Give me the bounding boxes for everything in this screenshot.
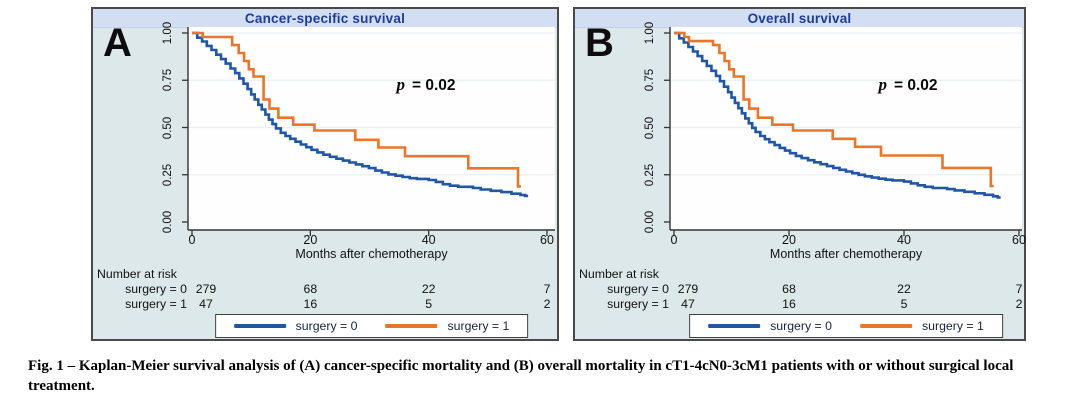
- legend-line-surgery-0-icon: [708, 324, 761, 328]
- legend-label: surgery = 0: [295, 319, 358, 333]
- risk-count: 68: [782, 282, 796, 296]
- risk-count: 5: [900, 297, 908, 311]
- risk-count: 47: [199, 297, 213, 311]
- p-value-annotation: p = 0.02: [878, 75, 937, 95]
- y-tick-label: 0.25: [644, 163, 656, 186]
- risk-count: 47: [681, 297, 695, 311]
- legend-label: surgery = 1: [447, 319, 510, 333]
- y-tick-label: 0.50: [644, 116, 656, 139]
- km-curve-surgery=0: [192, 31, 529, 198]
- x-tick-label: 0: [188, 233, 196, 247]
- chart-title: Cancer-specific survival: [244, 10, 406, 26]
- risk-count: 68: [303, 282, 318, 296]
- y-tick-label: 0.00: [644, 210, 656, 234]
- legend-entry-surgery-0: surgery = 0: [708, 319, 832, 333]
- risk-row-label-surgery-0: surgery = 0: [607, 282, 669, 296]
- x-axis-title: Months after chemotherapy: [295, 247, 448, 261]
- legend-label: surgery = 0: [770, 319, 832, 333]
- legend-entry-surgery-1: surgery = 1: [860, 319, 984, 333]
- risk-count: 2: [543, 297, 551, 311]
- x-tick-label: 40: [897, 233, 911, 247]
- km-curve-surgery=0: [674, 31, 1001, 199]
- y-tick-label: 0.25: [162, 163, 174, 186]
- risk-count: 279: [195, 282, 217, 296]
- x-tick-label: 20: [303, 233, 318, 247]
- y-tick-label: 0.75: [644, 69, 656, 92]
- legend: surgery = 0 surgery = 1: [689, 314, 1003, 338]
- legend-line-surgery-1-icon: [860, 324, 912, 328]
- km-curve-surgery=1: [674, 31, 994, 188]
- legend-entry-surgery-1: surgery = 1: [385, 319, 510, 333]
- risk-row-label-surgery-1: surgery = 1: [125, 297, 187, 311]
- km-curves-svg: [664, 27, 1022, 236]
- legend: surgery = 0 surgery = 1: [214, 314, 529, 338]
- legend-line-surgery-0-icon: [233, 324, 286, 328]
- p-value: = 0.02: [893, 77, 938, 94]
- x-tick-label: 40: [421, 233, 436, 247]
- risk-count: 16: [782, 297, 796, 311]
- legend-line-surgery-1-icon: [385, 324, 438, 328]
- p-value-annotation: p = 0.02: [396, 75, 455, 95]
- risk-count: 22: [897, 282, 911, 296]
- y-tick-label: 0.00: [162, 210, 174, 234]
- x-tick-label: 60: [1012, 233, 1026, 247]
- x-tick-label: 20: [782, 233, 796, 247]
- risk-count: 279: [677, 282, 699, 296]
- risk-count: 7: [1015, 282, 1023, 296]
- panel-cancer-specific-survival: Cancer-specific survival A p = 0.02 Month…: [91, 7, 559, 341]
- legend-entry-surgery-0: surgery = 0: [233, 319, 358, 333]
- risk-table-title: Number at risk: [579, 267, 659, 281]
- p-symbol: p: [396, 75, 405, 94]
- panel-letter-b: B: [585, 21, 614, 65]
- panel-letter-a: A: [103, 21, 132, 65]
- risk-count: 22: [421, 282, 436, 296]
- p-symbol: p: [878, 75, 887, 94]
- y-tick-label: 1.00: [162, 21, 174, 45]
- risk-table-title: Number at risk: [97, 267, 177, 281]
- risk-row-label-surgery-0: surgery = 0: [125, 282, 187, 296]
- x-tick-label: 60: [540, 233, 554, 247]
- x-axis-title: Months after chemotherapy: [769, 247, 923, 261]
- km-curves-svg: [182, 27, 555, 236]
- risk-row-label-surgery-1: surgery = 1: [607, 297, 669, 311]
- panel-overall-survival: Overall survival B p = 0.02 Months after …: [573, 7, 1026, 341]
- chart-title: Overall survival: [747, 10, 852, 26]
- risk-count: 16: [303, 297, 318, 311]
- risk-count: 5: [425, 297, 433, 311]
- legend-label: surgery = 1: [922, 319, 984, 333]
- x-tick-label: 0: [670, 233, 678, 247]
- figure-caption: Fig. 1 – Kaplan-Meier survival analysis …: [28, 358, 1014, 395]
- y-tick-label: 0.50: [162, 116, 174, 139]
- km-curve-surgery=1: [192, 31, 521, 188]
- y-tick-label: 0.75: [162, 69, 174, 92]
- risk-count: 2: [1015, 297, 1023, 311]
- y-tick-label: 1.00: [644, 21, 656, 45]
- p-value: = 0.02: [411, 77, 456, 94]
- risk-count: 7: [543, 282, 551, 296]
